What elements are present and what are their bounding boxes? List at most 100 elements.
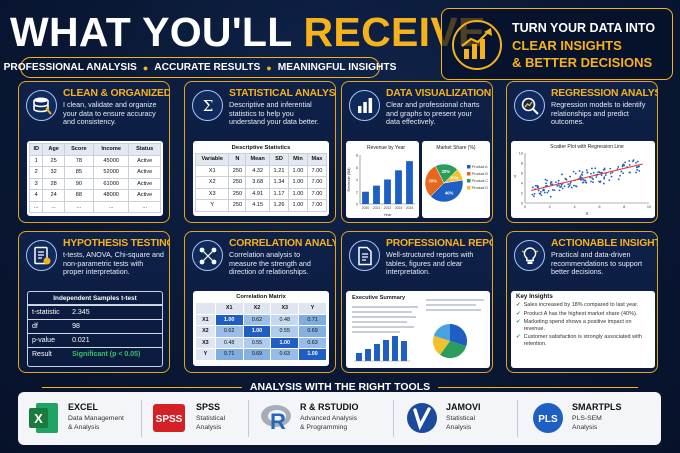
insight-item: ✔ Customer satisfaction is strongly assoc… xyxy=(516,334,650,347)
scatter-point xyxy=(559,186,562,189)
table-cell: 2 xyxy=(28,166,44,179)
bullet-dot-icon: ● xyxy=(142,62,149,73)
tool-description: Advanced Analysis xyxy=(300,415,358,422)
card-actionable-insights: ACTIONABLE INSIGHTS Practical and data-d… xyxy=(506,231,658,373)
scatter-point xyxy=(534,184,537,187)
x-tick-label: 6 xyxy=(598,205,600,209)
y-tick-label: 8 xyxy=(356,154,358,158)
sigma-icon: Σ xyxy=(192,90,223,121)
table-row: X1 250 4.32 1.21 1.00 7.00 xyxy=(194,164,328,177)
column-header: ID xyxy=(28,143,44,156)
r-logo-text: R xyxy=(270,409,286,434)
insight-item: ✔ Product A has the highest market share … xyxy=(516,311,650,318)
column-header: Y xyxy=(298,302,327,315)
stat-value: 2.345 xyxy=(70,305,162,320)
insight-text: Product A has the highest market share (… xyxy=(523,310,638,317)
scatter-point xyxy=(619,174,621,177)
stat-value: 0.021 xyxy=(70,333,162,348)
table-row: Y 0.71 0.69 0.63 1.00 xyxy=(195,348,327,361)
chart-title: Scatter Plot with Regression Line xyxy=(550,144,624,150)
slice-label: 10% xyxy=(450,175,459,180)
column-header: X2 xyxy=(242,302,272,315)
scatter-point xyxy=(602,169,605,171)
pie-slice xyxy=(443,169,464,184)
scatter-point xyxy=(581,171,584,174)
table-cell: 4.15 xyxy=(245,199,270,212)
subtitle-item: MEANINGFUL INSIGHTS xyxy=(277,62,397,73)
table-row: 2 32 85 52000 Active xyxy=(28,166,161,179)
row-header: X1 xyxy=(195,313,216,326)
table-cell: 32 xyxy=(42,166,65,179)
matrix-cell: 0.71 xyxy=(214,348,244,361)
scatter-point xyxy=(556,185,559,187)
table-cell: 250 xyxy=(228,199,247,212)
scatter-point xyxy=(617,166,620,168)
card-description: Correlation analysis to measure the stre… xyxy=(229,250,311,277)
table-cell: ... xyxy=(28,200,44,213)
trend-search-icon xyxy=(514,90,545,121)
table-cell: 24 xyxy=(42,189,65,202)
scatter-point xyxy=(599,181,601,184)
card-description: Descriptive and inferential statistics t… xyxy=(229,100,319,127)
table-cell: ... xyxy=(128,200,161,213)
tool-name: JAMOVI xyxy=(446,402,481,412)
spss-logo-text: SPSS xyxy=(156,414,183,425)
card-title: CLEAN & ORGANIZED DATA xyxy=(63,88,170,99)
column-header: Mean xyxy=(245,153,270,166)
scatter-point xyxy=(636,168,639,171)
r-logo-icon: R xyxy=(261,405,291,434)
x-axis-label: Year xyxy=(383,212,392,217)
result-value: Significant (p < 0.05) xyxy=(70,347,162,362)
regression-line xyxy=(531,163,643,192)
scatter-point xyxy=(572,170,575,173)
scatter-point xyxy=(546,191,549,194)
row-header: Y xyxy=(195,348,216,361)
scatter-point xyxy=(545,182,547,185)
scatter-plot: Scatter Plot with Regression Line 0 2 4 6 8 10… xyxy=(514,144,652,216)
column-header: N xyxy=(228,153,247,166)
x-tick-label: 8 xyxy=(623,205,625,209)
scatter-point xyxy=(611,171,614,174)
scatter-point xyxy=(586,171,589,174)
tool-description: Statistical xyxy=(196,415,226,422)
scatter-point xyxy=(536,185,539,187)
column-header: Min xyxy=(287,153,308,166)
excel-logo-icon: X xyxy=(29,403,58,433)
scatter-point xyxy=(595,176,598,178)
smartpls-logo-text: PLS xyxy=(538,414,558,425)
scatter-point xyxy=(592,178,595,181)
scatter-point xyxy=(594,167,597,170)
table-cell: 88 xyxy=(63,189,94,202)
card-clean-data: CLEAN & ORGANIZED DATA I clean, validate… xyxy=(18,81,170,223)
row-header: X3 xyxy=(195,336,216,349)
promo-line: & BETTER DECISIONS xyxy=(512,55,653,70)
x-tick-label: 2020 xyxy=(362,206,370,210)
matrix-cell: 1.00 xyxy=(298,348,327,361)
table-cell: 7.00 xyxy=(306,199,328,212)
scatter-point xyxy=(549,195,552,198)
table-cell: ... xyxy=(42,200,65,213)
legend-label: Product D xyxy=(472,186,488,190)
correlation-matrix: X1 X2 X3 Y X1 1.00 0.62 0.48 0.71 X2 0.62 1.00… xyxy=(195,302,327,361)
row-header: X2 xyxy=(195,325,216,338)
y-axis-label: Y xyxy=(514,174,517,179)
scatter-point xyxy=(600,174,603,177)
matrix-cell: 0.63 xyxy=(298,336,327,349)
stat-label: Result xyxy=(28,347,71,362)
scatter-point xyxy=(590,172,592,175)
stat-label: t-statistic xyxy=(28,305,71,320)
growth-chart-icon xyxy=(451,19,503,71)
matrix-cell: 0.55 xyxy=(242,336,272,349)
y-tick-label: 8 xyxy=(521,161,523,165)
table-cell: 1.17 xyxy=(269,187,289,200)
scatter-point xyxy=(622,172,624,175)
scatter-point xyxy=(580,173,583,176)
table-cell: 4.32 xyxy=(245,164,270,177)
table-cell: 3.68 xyxy=(245,176,270,189)
card-professional-reports: PROFESSIONAL REPORTS Well-structured rep… xyxy=(341,231,493,373)
table-cell: 1.21 xyxy=(269,164,289,177)
table-cell: 1 xyxy=(28,154,44,167)
table-cell: 52000 xyxy=(92,166,130,179)
scatter-point xyxy=(604,174,607,177)
scatter-point xyxy=(638,170,641,172)
